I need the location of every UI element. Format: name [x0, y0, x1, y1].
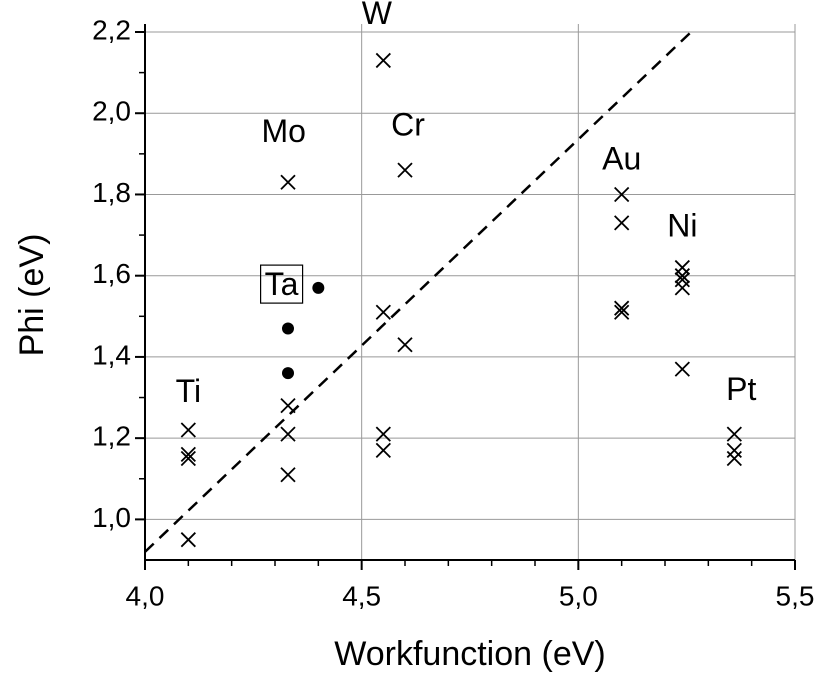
point	[614, 300, 630, 316]
x-axis-title: Workfunction (eV)	[334, 635, 605, 673]
annotation: Ni	[667, 208, 697, 244]
point	[674, 280, 690, 296]
point	[312, 281, 325, 294]
y-tick-label: 1,6	[92, 258, 131, 289]
point	[282, 367, 294, 380]
point	[375, 442, 391, 458]
y-tick-label: 1,0	[92, 502, 131, 533]
annotation: Cr	[391, 106, 425, 142]
annotation: Pt	[726, 371, 756, 407]
point	[180, 446, 196, 463]
point	[280, 467, 296, 483]
point	[180, 532, 196, 548]
x-tick-label: 5,5	[776, 580, 815, 611]
annotation: Ta	[265, 266, 299, 302]
point	[614, 186, 630, 203]
y-tick-label: 2,0	[92, 96, 131, 127]
annotation: W	[362, 0, 393, 31]
y-axis-title: Phi (eV)	[13, 234, 51, 357]
fit-line	[144, 27, 697, 553]
annotation: Ti	[176, 373, 201, 409]
point	[726, 442, 742, 458]
point	[614, 304, 630, 320]
y-tick-label: 1,8	[92, 177, 131, 208]
point	[375, 304, 391, 320]
y-tick-label: 1,2	[92, 421, 131, 452]
point	[280, 426, 296, 442]
annotation: Au	[602, 141, 641, 177]
point	[280, 398, 296, 414]
point	[282, 322, 294, 335]
point	[614, 215, 630, 231]
point	[674, 259, 690, 276]
point	[726, 450, 742, 467]
point	[375, 52, 391, 69]
annotation-box	[260, 264, 304, 304]
point	[180, 422, 196, 438]
point	[397, 337, 413, 353]
x-tick-label: 4,0	[126, 580, 165, 611]
y-tick-label: 1,4	[92, 339, 131, 370]
x-tick-label: 5,0	[559, 580, 598, 611]
point	[180, 450, 196, 467]
y-tick-label: 2,2	[92, 14, 131, 45]
point	[674, 361, 690, 377]
point	[280, 174, 296, 190]
annotation: Mo	[261, 113, 305, 149]
point	[674, 268, 690, 284]
point	[726, 426, 742, 442]
x-tick-label: 4,5	[342, 580, 381, 611]
point	[375, 426, 391, 442]
point	[397, 162, 413, 178]
